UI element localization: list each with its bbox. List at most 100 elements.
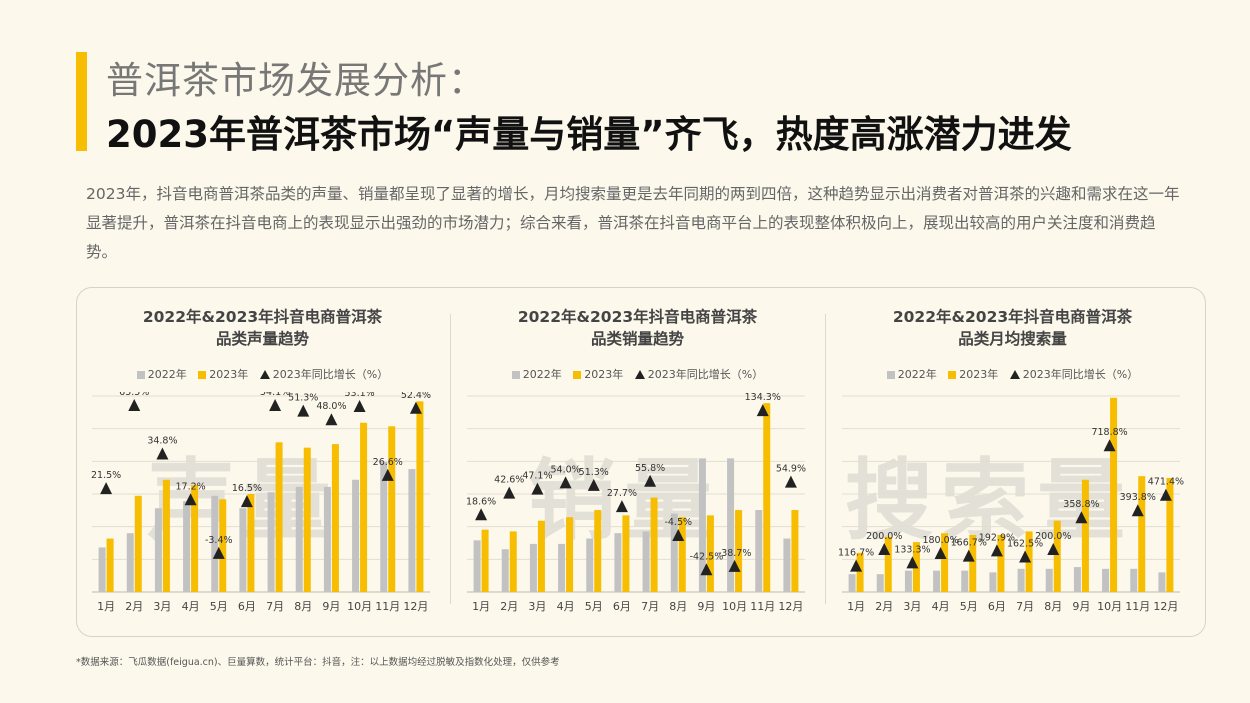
x-tick-label: 8月 [1044, 600, 1062, 613]
bar-2022 [183, 501, 191, 592]
growth-label: 47.1% [522, 471, 552, 482]
x-tick-label: 12月 [403, 600, 428, 613]
bar-2023 [106, 538, 114, 592]
legend-growth: 2023年同比增长（%） [1009, 366, 1138, 382]
bar-2023 [537, 520, 545, 592]
legend-growth: 2023年同比增长（%） [634, 366, 764, 382]
growth-marker [878, 543, 891, 555]
bar-2023 [735, 510, 743, 592]
x-tick-label: 11月 [375, 600, 400, 613]
footnote: *数据来源：飞瓜数据(feigua.cn)、巨量算数，统计平台：抖音，注：以上数… [76, 657, 560, 668]
bar-2022 [1017, 568, 1025, 592]
x-tick-label: 3月 [153, 600, 171, 613]
x-tick-label: 8月 [669, 600, 687, 613]
x-tick-label: 6月 [613, 600, 631, 613]
growth-label: 166.7% [951, 538, 987, 549]
growth-marker [184, 493, 197, 506]
growth-label: 51.3% [579, 467, 609, 478]
growth-label: 200.0% [866, 531, 902, 542]
growth-marker [240, 495, 253, 508]
x-tick-label: 10月 [1097, 600, 1122, 613]
bar-2023 [416, 401, 424, 592]
bar-2022 [755, 510, 763, 592]
growth-marker [990, 544, 1003, 557]
growth-marker [934, 547, 947, 559]
x-tick-label: 5月 [960, 600, 978, 613]
x-tick-label: 12月 [1153, 600, 1178, 613]
bar-2022 [848, 574, 856, 592]
x-tick-label: 10月 [347, 600, 372, 613]
panel-divider [450, 314, 451, 604]
title-accent-bar [76, 52, 87, 151]
x-tick-label: 6月 [988, 600, 1006, 613]
bar-2022 [1130, 568, 1138, 592]
x-tick-label: 2月 [875, 600, 893, 613]
bar-2023 [1081, 479, 1089, 592]
chart-search: 2022年&2023年抖音电商普洱茶 品类月均搜索量 2022年 2023年 2… [825, 300, 1200, 625]
bar-2023 [791, 510, 799, 592]
legend-swatch-2023 [198, 371, 207, 379]
x-tick-label: 1月 [847, 600, 865, 613]
bar-2023 [360, 422, 368, 592]
bar-2022 [473, 540, 481, 592]
growth-label: 48.0% [316, 401, 346, 412]
chart-title-line2: 品类月均搜索量 [958, 330, 1067, 348]
growth-label: 27.7% [607, 488, 637, 499]
bar-2022 [1158, 572, 1166, 592]
growth-marker [531, 482, 544, 495]
legend-label: 2023年 [209, 368, 249, 381]
x-tick-label: 4月 [932, 600, 950, 613]
x-tick-label: 11月 [1125, 600, 1150, 613]
legend-label: 2023年同比增长（%） [647, 368, 764, 381]
legend-swatch-2022 [886, 371, 895, 379]
growth-marker [100, 482, 113, 495]
bar-2022 [1102, 568, 1110, 592]
growth-label: 200.0% [1035, 531, 1071, 542]
panel-divider [825, 314, 826, 604]
chart-title: 2022年&2023年抖音电商普洱茶 品类月均搜索量 [825, 306, 1200, 350]
page-title: 普洱茶市场发展分析： [106, 59, 486, 102]
growth-label: 54.9% [776, 464, 806, 475]
bar-2022 [154, 508, 162, 592]
legend-swatch-2022 [136, 371, 145, 379]
watermark-text: 搜索量 [845, 449, 1134, 552]
legend-2022: 2022年 [136, 366, 187, 382]
bar-2023 [941, 533, 949, 592]
x-tick-label: 7月 [1016, 600, 1034, 613]
bar-2022 [614, 533, 622, 592]
bar-2023 [275, 442, 283, 592]
x-tick-label: 9月 [322, 600, 340, 613]
growth-label: -38.7% [718, 548, 752, 559]
chart-title-line1: 2022年&2023年抖音电商普洱茶 [142, 308, 383, 326]
growth-marker [297, 404, 310, 417]
x-tick-label: 8月 [294, 600, 312, 613]
bar-2023 [678, 517, 686, 592]
growth-marker [325, 413, 338, 426]
bar-2022 [380, 461, 388, 592]
bar-2022 [586, 538, 594, 592]
x-tick-label: 2月 [500, 600, 518, 613]
bar-2023 [388, 426, 396, 592]
bar-2022 [1045, 568, 1053, 592]
bar-2022 [352, 479, 360, 592]
growth-label: 26.6% [373, 457, 403, 468]
x-tick-label: 3月 [528, 600, 546, 613]
bar-2022 [670, 513, 678, 592]
legend-label: 2022年 [522, 368, 562, 381]
chart-legend: 2022年 2023年 2023年同比增长（%） [825, 366, 1200, 382]
legend-growth: 2023年同比增长（%） [259, 366, 388, 382]
bar-2023 [331, 444, 339, 592]
growth-marker [1019, 550, 1032, 563]
bar-2022 [989, 572, 997, 592]
legend-swatch-2023 [573, 371, 582, 379]
growth-marker [906, 556, 919, 569]
bar-2022 [904, 570, 912, 592]
legend-label: 2022年 [147, 368, 187, 381]
legend-2022: 2022年 [886, 366, 937, 382]
growth-marker [212, 546, 225, 559]
x-tick-label: 5月 [210, 600, 228, 613]
growth-label: 52.4% [401, 392, 431, 401]
chart-title: 2022年&2023年抖音电商普洱茶 品类声量趋势 [75, 306, 450, 350]
growth-label: 162.5% [1007, 539, 1043, 550]
bar-2023 [884, 536, 892, 592]
